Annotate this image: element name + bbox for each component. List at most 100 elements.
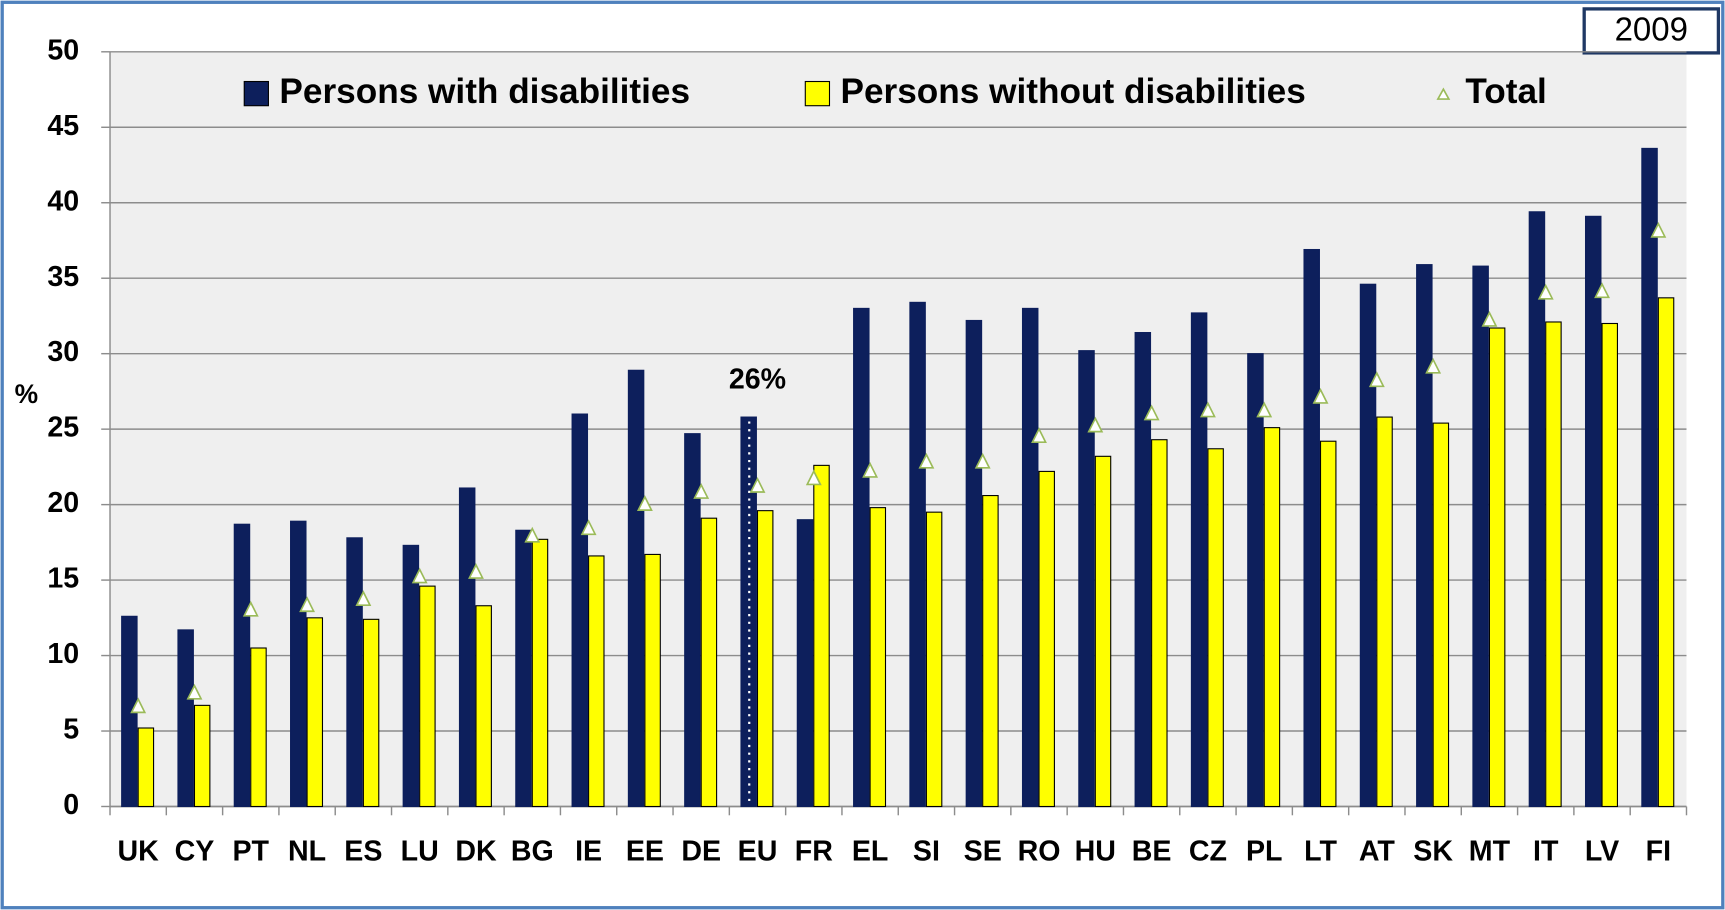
x-tick-label: PL bbox=[1246, 835, 1283, 867]
bar bbox=[740, 416, 757, 808]
x-tick-label: DE bbox=[681, 835, 721, 867]
bar bbox=[1151, 439, 1168, 808]
annotation: 26% bbox=[729, 363, 786, 395]
bar bbox=[627, 369, 645, 808]
x-tick-label: HU bbox=[1075, 835, 1116, 867]
y-tick-label: 0 bbox=[63, 789, 79, 821]
point bbox=[355, 590, 372, 607]
bar bbox=[193, 704, 211, 808]
x-tick-label: AT bbox=[1359, 835, 1396, 867]
y-tick-label: 30 bbox=[47, 336, 79, 368]
bar bbox=[684, 433, 701, 808]
bar bbox=[965, 319, 983, 808]
bar bbox=[1488, 327, 1506, 808]
legend-label: Persons with disabilities bbox=[279, 72, 690, 111]
bar bbox=[475, 605, 492, 808]
bar bbox=[306, 617, 324, 808]
x-tick-label: BE bbox=[1132, 835, 1172, 867]
point bbox=[1650, 221, 1667, 238]
bar bbox=[571, 413, 589, 808]
bar bbox=[909, 301, 926, 808]
x-tick-label: LV bbox=[1585, 835, 1619, 867]
legend-swatch bbox=[243, 80, 269, 107]
point bbox=[130, 697, 147, 714]
y-tick-label: 35 bbox=[47, 261, 79, 293]
point bbox=[186, 683, 203, 700]
bar bbox=[1303, 248, 1320, 808]
bar bbox=[419, 585, 436, 808]
bar bbox=[1021, 307, 1039, 808]
bar bbox=[813, 464, 830, 808]
bar bbox=[1584, 215, 1602, 808]
x-tick-label: EE bbox=[626, 835, 664, 867]
bar bbox=[756, 510, 774, 808]
y-tick-label: 25 bbox=[47, 412, 79, 444]
point bbox=[1199, 401, 1216, 418]
y-tick-label: 45 bbox=[47, 110, 79, 142]
x-tick-label: SI bbox=[913, 835, 940, 867]
point bbox=[918, 452, 935, 469]
chart-title: 2009 bbox=[1615, 11, 1688, 48]
bar bbox=[1416, 264, 1433, 808]
x-tick-label: FI bbox=[1646, 835, 1671, 867]
point bbox=[1594, 282, 1610, 299]
y-tick-label: 40 bbox=[47, 185, 79, 217]
x-tick-label: MT bbox=[1469, 835, 1511, 867]
bar bbox=[137, 727, 155, 808]
x-tick-label: EU bbox=[738, 835, 778, 867]
legend-swatch bbox=[804, 80, 831, 107]
legend-swatch bbox=[1436, 87, 1451, 100]
bar bbox=[982, 495, 999, 808]
bar bbox=[853, 307, 870, 808]
legend-label: Persons without disabilities bbox=[840, 72, 1305, 111]
bar bbox=[531, 538, 549, 808]
bar bbox=[1078, 350, 1095, 808]
x-tick-label: EL bbox=[852, 835, 889, 867]
x-tick-label: DK bbox=[455, 835, 497, 867]
bar bbox=[1319, 440, 1337, 808]
x-tick-label: SE bbox=[964, 835, 1002, 867]
y-tick-label: 10 bbox=[47, 638, 79, 670]
bar bbox=[1207, 448, 1224, 808]
x-tick-label: IT bbox=[1533, 835, 1559, 867]
point bbox=[1368, 371, 1385, 388]
bar bbox=[515, 529, 532, 808]
x-tick-label: UK bbox=[118, 835, 160, 867]
point bbox=[636, 495, 653, 511]
x-tick-label: NL bbox=[288, 835, 326, 867]
point bbox=[1425, 357, 1442, 374]
x-tick-label: FR bbox=[795, 835, 833, 867]
x-tick-label: IE bbox=[575, 835, 602, 867]
bar bbox=[362, 618, 380, 808]
bar bbox=[588, 555, 605, 808]
x-tick-label: CY bbox=[175, 835, 215, 867]
bar bbox=[1472, 265, 1489, 808]
bar bbox=[177, 629, 194, 808]
bar bbox=[925, 511, 943, 808]
x-tick-label: CZ bbox=[1189, 835, 1227, 867]
bar bbox=[1359, 283, 1377, 808]
x-tick-label: PT bbox=[232, 835, 269, 867]
bar bbox=[1038, 470, 1055, 808]
bar bbox=[233, 523, 251, 808]
point bbox=[1031, 427, 1047, 444]
bar bbox=[700, 517, 718, 808]
bar bbox=[796, 519, 814, 808]
x-tick-label: LU bbox=[401, 835, 439, 867]
point bbox=[1481, 310, 1498, 327]
bar bbox=[346, 537, 363, 808]
legend-label: Total bbox=[1465, 72, 1546, 111]
x-tick-label: LT bbox=[1304, 835, 1337, 867]
y-axis-label: % bbox=[15, 379, 38, 409]
x-tick-label: ES bbox=[344, 835, 382, 867]
year-box bbox=[1582, 7, 1721, 55]
bar bbox=[402, 544, 420, 808]
point bbox=[468, 562, 484, 579]
y-tick-label: 20 bbox=[47, 487, 79, 519]
point bbox=[1087, 416, 1104, 433]
x-tick-label: RO bbox=[1018, 835, 1061, 867]
bar bbox=[1376, 416, 1393, 808]
bar bbox=[1094, 455, 1112, 808]
bar bbox=[1247, 353, 1264, 808]
point bbox=[805, 469, 822, 486]
